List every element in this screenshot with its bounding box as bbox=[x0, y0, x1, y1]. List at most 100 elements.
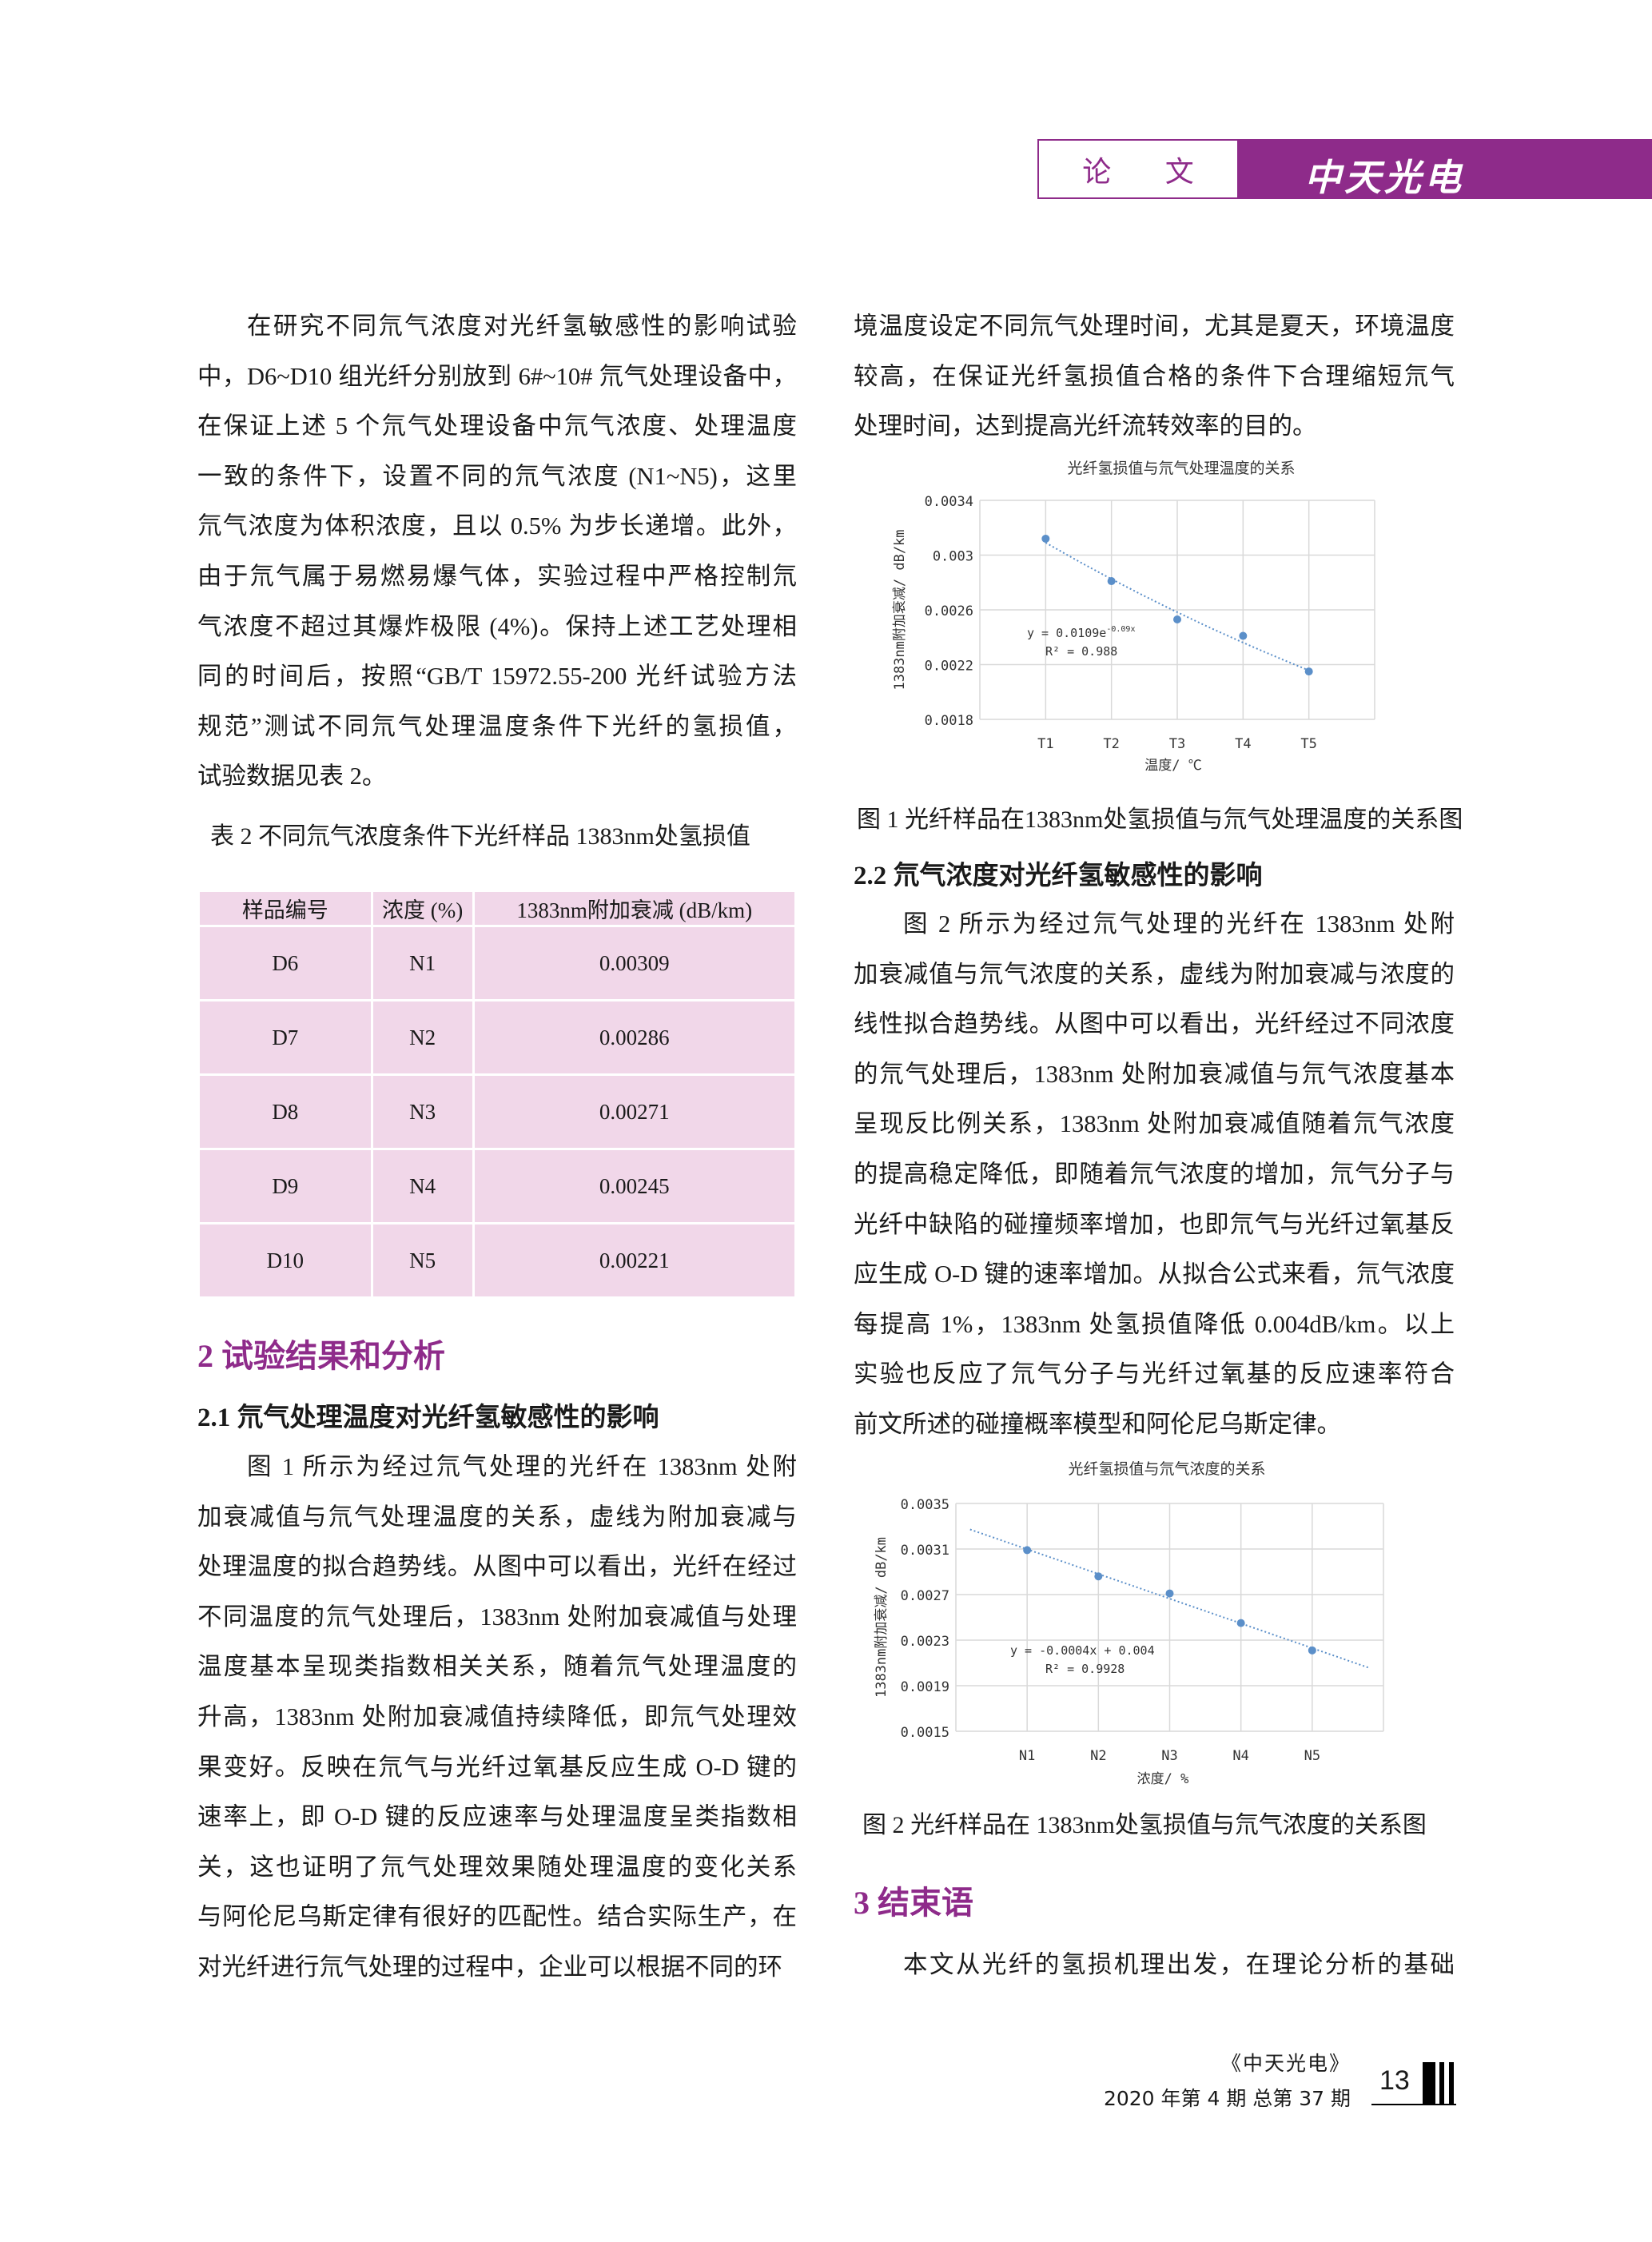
text-line: 线性拟合趋势线。从图中可以看出，光纤经过不同浓度 bbox=[854, 1010, 1455, 1038]
text-line: 的提高稳定降低，即随着氘气浓度的增加，氘气分子与 bbox=[854, 1160, 1455, 1188]
chart-concentration: 0.0015 0.0019 0.0023 0.0027 0.0031 0.0035 N1 N2… bbox=[874, 1460, 1384, 1787]
equation-text: y = -0.0004x + 0.004 bbox=[1010, 1643, 1155, 1658]
data-point bbox=[1239, 631, 1248, 640]
table-cell: D6 bbox=[197, 925, 373, 1002]
table-row: D6 N1 0.00309 bbox=[197, 925, 798, 1002]
paragraph-2-2: 图 2 所示为经过氘气处理的光纤在 1383nm 处附 加衰减值与氘气浓度的关系，… bbox=[854, 899, 1455, 1450]
text-line: 前文所述的碰撞概率模型和阿伦尼乌斯定律。 bbox=[854, 1410, 1341, 1438]
r-squared-label: R² = 0.988 bbox=[1045, 644, 1117, 659]
text-line: 在研究不同氘气浓度对光纤氢敏感性的影响试验 bbox=[247, 313, 797, 340]
table-cell: D7 bbox=[197, 999, 373, 1076]
paragraph-2-1: 图 1 所示为经过氘气处理的光纤在 1383nm 处附 加衰减值与氘气处理温度的关… bbox=[197, 1442, 797, 1993]
x-tick-label: N1 bbox=[1019, 1748, 1035, 1764]
table-cell: N3 bbox=[370, 1073, 475, 1150]
text-line: 境温度设定不同氘气处理时间，尤其是夏天，环境温度 bbox=[854, 313, 1455, 340]
x-tick-label: T3 bbox=[1169, 736, 1185, 752]
x-tick-label: N5 bbox=[1304, 1748, 1320, 1764]
journal-banner: 中天光电 bbox=[1239, 139, 1652, 199]
decorative-bar bbox=[1423, 2062, 1435, 2104]
text-line: 加衰减值与氘气浓度的关系，虚线为附加衰减与浓度的 bbox=[854, 960, 1455, 988]
table-cell: 0.00286 bbox=[472, 999, 798, 1076]
x-tick-label: T1 bbox=[1037, 736, 1053, 752]
table-cell: N4 bbox=[370, 1148, 475, 1225]
table-header-row: 样品编号 浓度 (%) 1383nm附加衰减 (dB/km) bbox=[197, 890, 798, 927]
figure-2-caption: 图 2 光纤样品在 1383nm处氢损值与氘气浓度的关系图 bbox=[862, 1812, 1427, 1838]
x-tick-label: N4 bbox=[1232, 1748, 1248, 1764]
text-line: 不同温度的氘气处理后，1383nm 处附加衰减值与处理 bbox=[197, 1603, 797, 1631]
table-cell: D9 bbox=[197, 1148, 373, 1225]
text-line: 对光纤进行氘气处理的过程中，企业可以根据不同的环 bbox=[197, 1953, 782, 1981]
x-tick-label: T4 bbox=[1235, 736, 1251, 752]
data-point bbox=[1236, 1619, 1245, 1627]
column-header: 1383nm附加衰减 (dB/km) bbox=[472, 890, 798, 927]
y-tick-label: 0.0023 bbox=[901, 1634, 949, 1650]
y-tick-label: 0.0022 bbox=[925, 659, 973, 675]
text-line: 光纤中缺陷的碰撞频率增加，也即氘气与光纤过氧基反 bbox=[854, 1210, 1455, 1238]
text-line: 氘气浓度为体积浓度，且以 0.5% 为步长递增。此外， bbox=[197, 512, 797, 540]
data-point bbox=[1107, 577, 1116, 586]
y-tick-label: 0.0035 bbox=[901, 1497, 949, 1513]
y-axis-label: 1383nm附加衰减/ dB/km bbox=[892, 529, 908, 690]
text-line: 同的时间后，按照“GB/T 15972.55-200 光纤试验方法 bbox=[197, 663, 797, 691]
x-tick-label: N3 bbox=[1161, 1748, 1177, 1764]
y-tick-label: 0.0031 bbox=[901, 1543, 949, 1559]
footer-journal-name: 《中天光电》 bbox=[1220, 2052, 1351, 2075]
section-label: 论 文 bbox=[1037, 139, 1239, 199]
chart-temperature: 0.0018 0.0022 0.0026 0.003 0.0034 T1 T2 T3 T4 T5 光… bbox=[892, 460, 1375, 774]
decorative-bar bbox=[1449, 2062, 1454, 2104]
data-point bbox=[1165, 1589, 1174, 1598]
paragraph-intro: 在研究不同氘气浓度对光纤氢敏感性的影响试验 中，D6~D10 组光纤分别放到 6#… bbox=[197, 301, 797, 802]
section-heading-2: 2 试验结果和分析 bbox=[197, 1338, 445, 1374]
figure-1-caption: 图 1 光纤样品在1383nm处氢损值与氘气处理温度的关系图 bbox=[857, 806, 1463, 833]
text-line: 呈现反比例关系，1383nm 处附加衰减值随着氘气浓度 bbox=[854, 1110, 1455, 1138]
x-axis-label: 浓度/ % bbox=[1137, 1771, 1189, 1787]
equation-exponent: -0.09x bbox=[1106, 625, 1135, 634]
y-tick-label: 0.003 bbox=[933, 549, 973, 565]
data-point bbox=[1041, 534, 1050, 543]
trendline bbox=[969, 1528, 1370, 1669]
paragraph-continued: 境温度设定不同氘气处理时间，尤其是夏天，环境温度 较高，在保证光纤氢损值合格的条件… bbox=[854, 301, 1455, 452]
table-row: D10 N5 0.00221 bbox=[197, 1222, 798, 1299]
text-line: 图 1 所示为经过氘气处理的光纤在 1383nm 处附 bbox=[247, 1453, 797, 1480]
chart-title: 光纤氢损值与氘气浓度的关系 bbox=[1068, 1460, 1265, 1478]
text-line: 与阿伦尼乌斯定律有很好的匹配性。结合实际生产，在 bbox=[197, 1903, 797, 1931]
y-tick-label: 0.0026 bbox=[925, 603, 973, 619]
y-tick-label: 0.0018 bbox=[925, 713, 973, 729]
text-line: 实验也反应了氘气分子与光纤过氧基的反应速率符合 bbox=[854, 1360, 1455, 1388]
page-number-underline bbox=[1371, 2104, 1456, 2105]
trendline bbox=[1045, 542, 1310, 671]
page-number: 13 bbox=[1379, 2065, 1410, 2096]
table-cell: N1 bbox=[370, 925, 475, 1002]
data-point bbox=[1304, 667, 1313, 676]
section-heading-3: 3 结束语 bbox=[854, 1885, 973, 1921]
column-header: 浓度 (%) bbox=[370, 890, 475, 927]
text-line: 规范”测试不同氘气处理温度条件下光纤的氢损值， bbox=[197, 712, 797, 740]
table-cell: 0.00271 bbox=[472, 1073, 798, 1150]
table-cell: 0.00245 bbox=[472, 1148, 798, 1225]
text-line: 速率上，即 O-D 键的反应速率与处理温度呈类指数相 bbox=[197, 1803, 797, 1831]
data-point bbox=[1308, 1646, 1316, 1655]
footer-issue: 2020 年第 4 期 总第 37 期 bbox=[1103, 2087, 1351, 2110]
decorative-bar bbox=[1439, 2062, 1444, 2104]
table-row: D8 N3 0.00271 bbox=[197, 1073, 798, 1150]
x-tick-label: T5 bbox=[1300, 736, 1316, 752]
section-heading-2-1: 2.1 氘气处理温度对光纤氢敏感性的影响 bbox=[197, 1404, 659, 1432]
table-cell: 0.00221 bbox=[472, 1222, 798, 1299]
text-line: 气浓度不超过其爆炸极限 (4%)。保持上述工艺处理相 bbox=[197, 612, 797, 640]
text-line: 每提高 1%，1383nm 处氢损值降低 0.004dB/km。以上 bbox=[854, 1310, 1455, 1338]
text-line: 在保证上述 5 个氘气处理设备中氘气浓度、处理温度 bbox=[197, 412, 797, 440]
table-cell: D10 bbox=[197, 1222, 373, 1299]
table-caption: 表 2 不同氘气浓度条件下光纤样品 1383nm处氢损值 bbox=[210, 823, 750, 850]
text-line: 果变好。反映在氘气与光纤过氧基反应生成 O-D 键的 bbox=[197, 1753, 797, 1781]
table-row: D7 N2 0.00286 bbox=[197, 999, 798, 1076]
text-line: 较高，在保证光纤氢损值合格的条件下合理缩短氘气 bbox=[854, 362, 1455, 390]
text-line: 的氘气处理后，1383nm 处附加衰减值与氘气浓度基本 bbox=[854, 1060, 1455, 1088]
data-point bbox=[1173, 615, 1181, 623]
table-cell: N5 bbox=[370, 1222, 475, 1299]
y-tick-label: 0.0034 bbox=[925, 494, 973, 510]
table-cell: 0.00309 bbox=[472, 925, 798, 1002]
text-line: 温度基本呈现类指数相关关系，随着氘气处理温度的 bbox=[197, 1653, 797, 1681]
y-tick-label: 0.0027 bbox=[901, 1588, 949, 1604]
text-line: 试验数据见表 2。 bbox=[197, 763, 387, 790]
table-row: D9 N4 0.00245 bbox=[197, 1148, 798, 1225]
